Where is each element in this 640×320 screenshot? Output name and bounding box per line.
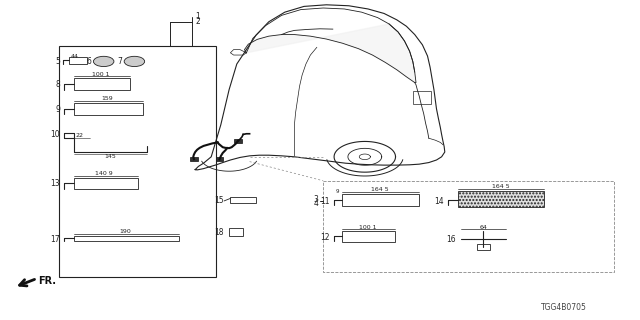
Circle shape (124, 56, 145, 67)
Text: 9: 9 (335, 189, 339, 194)
Text: 12: 12 (320, 233, 330, 242)
Bar (74, 103, 143, 115)
Text: 2: 2 (195, 17, 200, 26)
Text: 11: 11 (320, 197, 330, 206)
Text: FR.: FR. (38, 276, 56, 286)
Bar (229, 228, 243, 236)
Circle shape (93, 56, 114, 67)
Bar (323, 181, 614, 272)
Text: 8: 8 (56, 80, 60, 89)
Text: 10: 10 (50, 130, 60, 139)
Text: 100 1: 100 1 (92, 72, 109, 77)
Bar (74, 178, 138, 189)
Text: 164 5: 164 5 (492, 184, 509, 189)
Text: 7: 7 (117, 57, 122, 66)
Text: 14: 14 (434, 197, 444, 206)
Bar (74, 236, 179, 241)
Bar (69, 57, 87, 64)
Text: 159: 159 (101, 96, 113, 101)
Bar (230, 197, 256, 203)
Text: 100 1: 100 1 (358, 225, 376, 230)
Text: 13: 13 (50, 180, 60, 188)
Text: 44: 44 (70, 53, 79, 59)
Bar (342, 231, 395, 242)
Text: 4: 4 (313, 199, 318, 208)
Text: 164 5: 164 5 (371, 187, 388, 192)
Text: 22: 22 (76, 133, 83, 138)
Polygon shape (244, 24, 416, 83)
Text: 190: 190 (120, 229, 131, 234)
Text: 3: 3 (313, 195, 318, 204)
Text: 18: 18 (214, 228, 224, 237)
Bar (190, 157, 198, 161)
Bar (458, 191, 544, 207)
Bar (234, 139, 242, 143)
Text: 6: 6 (86, 57, 92, 66)
Text: 1: 1 (195, 12, 200, 20)
Text: 15: 15 (214, 196, 224, 205)
Text: 17: 17 (50, 235, 60, 244)
Bar (477, 244, 490, 250)
Text: 16: 16 (447, 235, 456, 244)
Text: 5: 5 (55, 57, 60, 66)
Text: 9: 9 (55, 105, 60, 114)
Bar (216, 157, 223, 161)
Bar (74, 78, 130, 90)
Text: 145: 145 (104, 154, 116, 159)
Text: 64: 64 (479, 225, 487, 230)
Bar (59, 46, 216, 277)
Bar (342, 194, 419, 206)
Bar (413, 91, 431, 104)
Text: TGG4B0705: TGG4B0705 (541, 303, 587, 312)
Text: 140 9: 140 9 (95, 171, 113, 176)
